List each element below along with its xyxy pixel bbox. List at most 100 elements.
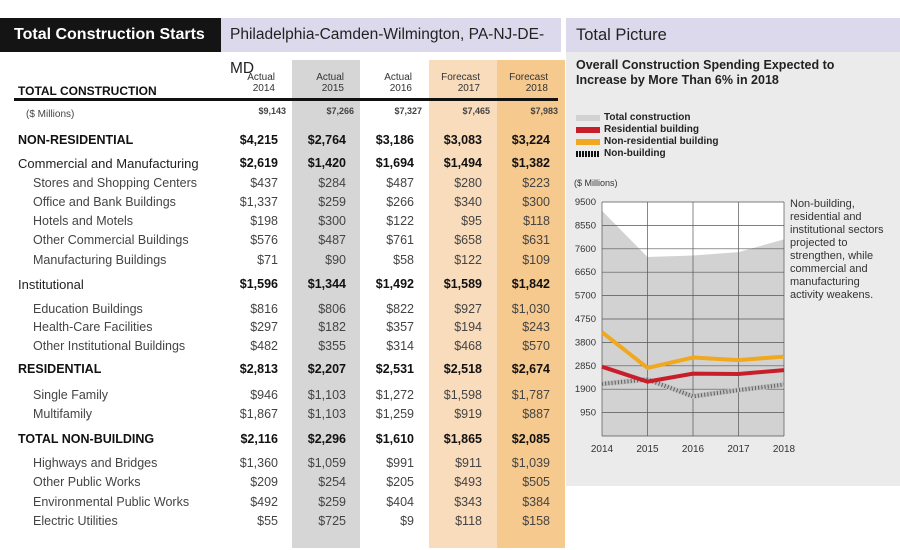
cell-2015: $355 xyxy=(318,339,346,353)
legend-item-residential: Residential building xyxy=(576,124,718,136)
cell-2016: $1,272 xyxy=(375,388,414,402)
legend-item-non-residential: Non-residential building xyxy=(576,136,718,148)
cell-2016: $266 xyxy=(386,195,414,209)
cell-2017: $493 xyxy=(454,475,482,489)
table-row: Other Public Works $209 $254 $205 $493 $505 xyxy=(0,475,560,495)
series-line-residential xyxy=(601,364,785,384)
column-header-2016: Actual 2016 xyxy=(384,72,412,94)
cell-2015: $254 xyxy=(318,475,346,489)
chart-title: Overall Construction Spending Expected t… xyxy=(576,58,835,87)
cell-2017: $194 xyxy=(454,320,482,334)
cell-2016: $2,531 xyxy=(375,362,414,376)
cell-2018: $570 xyxy=(522,339,550,353)
line-chart: 950 1900 2850 3800 4750 5700 6650 7600 8550 9500 2… xyxy=(575,197,796,455)
cell-2014: $2,116 xyxy=(240,432,278,446)
cell-2014: $1,867 xyxy=(239,407,278,421)
cell-2018: $1,787 xyxy=(511,388,550,402)
legend-item-non-building: Non-building xyxy=(576,148,718,160)
cell-2016: $487 xyxy=(386,176,414,190)
cell-2015: $259 xyxy=(318,195,346,209)
cell-2014: $576 xyxy=(250,233,278,247)
row-label: Hotels and Motels xyxy=(33,214,134,228)
cell-2014: $9,143 xyxy=(258,106,286,116)
column-header-2014: Actual 2014 xyxy=(247,72,275,94)
row-label: Education Buildings xyxy=(33,302,143,316)
table-header-rule xyxy=(14,98,558,101)
cell-2017: $95 xyxy=(461,214,482,228)
y-tick-label: 6650 xyxy=(575,267,596,278)
cell-2015: $1,344 xyxy=(307,277,346,291)
construction-starts-table: Actual 2014 Actual 2015 Actual 2016 Forecas… xyxy=(0,52,565,550)
cell-2018: $300 xyxy=(522,195,550,209)
cell-2016: $822 xyxy=(386,302,414,316)
panel-title: Total Picture xyxy=(566,18,900,52)
cell-2014: $55 xyxy=(257,514,278,528)
row-label: Office and Bank Buildings xyxy=(33,195,176,209)
cell-2014: $297 xyxy=(250,320,278,334)
x-tick-label: 2018 xyxy=(773,444,796,455)
cell-2017: $911 xyxy=(455,456,482,470)
cell-2018: $505 xyxy=(522,475,550,489)
x-tick-label: 2016 xyxy=(682,444,705,455)
cell-2015: $725 xyxy=(318,514,346,528)
table-row: Institutional $1,596 $1,344 $1,492 $1,589 $1,… xyxy=(0,277,560,297)
y-tick-label: 4750 xyxy=(575,314,596,325)
cell-2017: $1,589 xyxy=(443,277,482,291)
region-title: Philadelphia-Camden-Wilmington, PA-NJ-DE… xyxy=(221,18,561,77)
row-label: Other Institutional Buildings xyxy=(33,339,186,353)
row-label: Electric Utilities xyxy=(33,514,118,528)
cell-2016: $1,694 xyxy=(375,156,414,170)
section-title: Total Construction Starts xyxy=(0,18,221,52)
cell-2017: $280 xyxy=(454,176,482,190)
legend-swatch-non-residential xyxy=(576,139,600,145)
table-row: ($ Millions) $9,143 $7,266 $7,327 $7,465 $7,9… xyxy=(8,106,568,126)
y-tick-label: 9500 xyxy=(575,197,596,208)
chart-panel: Overall Construction Spending Expected t… xyxy=(566,52,900,486)
cell-2017: $468 xyxy=(454,339,482,353)
cell-2018: $2,674 xyxy=(511,362,550,376)
table-row: Other Commercial Buildings $576 $487 $761 $6… xyxy=(0,233,560,253)
cell-2018: $243 xyxy=(522,320,550,334)
cell-2014: $209 xyxy=(250,475,278,489)
cell-2015: $1,059 xyxy=(307,456,346,470)
cell-2017: $7,465 xyxy=(462,106,490,116)
cell-2015: $1,103 xyxy=(307,407,346,421)
legend-swatch-residential xyxy=(576,127,600,133)
x-tick-label: 2017 xyxy=(727,444,750,455)
cell-2015: $487 xyxy=(318,233,346,247)
cell-2017: $927 xyxy=(454,302,482,316)
cell-2017: $343 xyxy=(454,495,482,509)
cell-2015: $182 xyxy=(318,320,346,334)
cell-2014: $2,813 xyxy=(239,362,278,376)
column-highlight-2015 xyxy=(292,60,360,548)
table-row: Education Buildings $816 $806 $822 $927 $1,03… xyxy=(0,302,560,322)
row-label: NON-RESIDENTIAL xyxy=(18,133,134,147)
table-row: Hotels and Motels $198 $300 $122 $95 $118 xyxy=(0,214,560,234)
table-row: Single Family $946 $1,103 $1,272 $1,598 $1,78… xyxy=(0,388,560,408)
table-row: NON-RESIDENTIAL $4,215 $2,764 $3,186 $3,083 $… xyxy=(0,133,560,153)
cell-2018: $109 xyxy=(522,253,550,267)
cell-2017: $122 xyxy=(454,253,482,267)
cell-2015: $1,103 xyxy=(307,388,346,402)
cell-2015: $300 xyxy=(318,214,346,228)
cell-2017: $340 xyxy=(454,195,482,209)
cell-2016: $58 xyxy=(393,253,414,267)
cell-2017: $2,518 xyxy=(443,362,482,376)
column-header-2018: Forecast 2018 xyxy=(509,72,548,94)
cell-2018: $1,842 xyxy=(511,277,550,291)
cell-2015: $2,764 xyxy=(307,133,346,147)
cell-2014: $492 xyxy=(250,495,278,509)
cell-2017: $1,494 xyxy=(443,156,482,170)
cell-2017: $658 xyxy=(454,233,482,247)
cell-2018: $631 xyxy=(522,233,550,247)
row-label: Environmental Public Works xyxy=(33,495,190,509)
table-row: Stores and Shopping Centers $437 $284 $487 $… xyxy=(0,176,560,196)
cell-2018: $887 xyxy=(522,407,550,421)
cell-2015: $2,207 xyxy=(307,362,346,376)
table-row: Environmental Public Works $492 $259 $404 $3… xyxy=(0,495,560,515)
row-label: RESIDENTIAL xyxy=(18,362,102,376)
row-label: Single Family xyxy=(33,388,109,402)
cell-2016: $122 xyxy=(386,214,414,228)
cell-2018: $1,030 xyxy=(511,302,550,316)
column-header-2015: Actual 2015 xyxy=(316,72,344,94)
